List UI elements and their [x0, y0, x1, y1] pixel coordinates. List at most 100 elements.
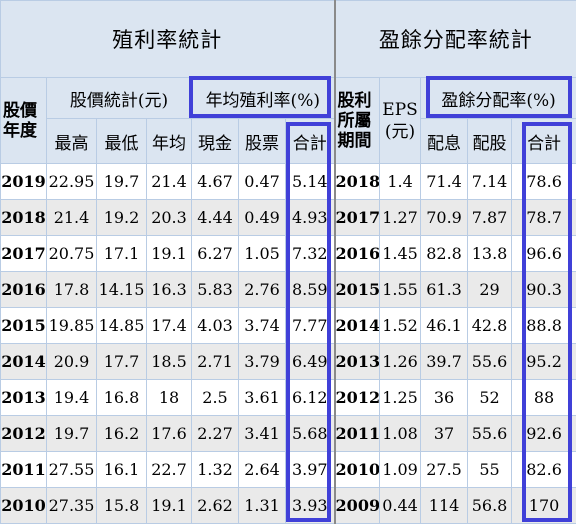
- price-stats-header: 股價統計(元): [46, 77, 192, 119]
- price-high-cell: 19.7: [46, 415, 97, 452]
- stock-payout-cell: 42.8: [467, 307, 513, 344]
- eps-cell: 1.52: [379, 307, 422, 344]
- earnings-period-header: 股利 所屬 期間: [334, 77, 381, 164]
- dividend-yield-section-title: 殖利率統計: [0, 0, 336, 78]
- table-row: 2015 19.85 14.85 17.4 4.03 3.74 7.77 2014 1.52 46…: [0, 307, 576, 344]
- total-payout-cell: 170: [511, 487, 576, 524]
- total-payout-cell: 88: [511, 379, 576, 416]
- stock-yield-cell: 2.64: [238, 451, 286, 488]
- stock-yield-cell: 0.47: [238, 163, 286, 200]
- cash-payout-cell: 46.1: [420, 307, 469, 344]
- stock-yield-cell: 3.74: [238, 307, 286, 344]
- stock-yield-cell: 3.41: [238, 415, 286, 452]
- col-stock-yield: 股票: [238, 118, 286, 164]
- total-yield-cell: 4.93: [284, 199, 336, 236]
- col-stock-payout: 配股: [467, 118, 513, 164]
- earnings-period-cell: 2013: [334, 343, 381, 380]
- earnings-period-cell: 2009: [334, 487, 381, 524]
- total-yield-cell: 7.77: [284, 307, 336, 344]
- cash-payout-cell: 36: [420, 379, 469, 416]
- total-yield-cell: 8.59: [284, 271, 336, 308]
- stock-payout-cell: 7.14: [467, 163, 513, 200]
- total-yield-cell: 3.97: [284, 451, 336, 488]
- price-high-cell: 27.55: [46, 451, 97, 488]
- earnings-period-cell: 2015: [334, 271, 381, 308]
- price-low-cell: 14.15: [96, 271, 147, 308]
- year-cell: 2015: [0, 307, 47, 344]
- year-cell: 2011: [0, 451, 47, 488]
- earnings-period-cell: 2011: [334, 415, 381, 452]
- year-cell: 2010: [0, 487, 47, 524]
- price-low-cell: 16.2: [96, 415, 147, 452]
- eps-cell: 1.25: [379, 379, 422, 416]
- cash-payout-cell: 39.7: [420, 343, 469, 380]
- cash-yield-cell: 2.62: [191, 487, 239, 524]
- year-cell: 2013: [0, 379, 47, 416]
- total-payout-cell: 88.8: [511, 307, 576, 344]
- stock-payout-cell: 29: [467, 271, 513, 308]
- table-row: 2011 27.55 16.1 22.7 1.32 2.64 3.97 2010 1.09 27.…: [0, 451, 576, 488]
- total-yield-cell: 6.12: [284, 379, 336, 416]
- price-high-cell: 19.4: [46, 379, 97, 416]
- stock-payout-cell: 55: [467, 451, 513, 488]
- eps-header: EPS (元): [379, 77, 422, 164]
- cash-payout-cell: 37: [420, 415, 469, 452]
- eps-cell: 1.55: [379, 271, 422, 308]
- total-payout-cell: 78.6: [511, 163, 576, 200]
- table-row: 2017 20.75 17.1 19.1 6.27 1.05 7.32 2016 1.45 82.…: [0, 235, 576, 272]
- total-payout-cell: 82.6: [511, 451, 576, 488]
- cash-yield-cell: 4.67: [191, 163, 239, 200]
- table-row: 2013 19.4 16.8 18 2.5 3.61 6.12 2012 1.25 36 52 88: [0, 379, 576, 416]
- cash-yield-cell: 2.5: [191, 379, 239, 416]
- total-payout-cell: 92.6: [511, 415, 576, 452]
- cash-yield-cell: 5.83: [191, 271, 239, 308]
- price-high-cell: 19.85: [46, 307, 97, 344]
- payout-ratio-header: 盈餘分配率(%): [420, 77, 576, 119]
- col-total-yield: 合計: [284, 118, 336, 164]
- price-high-cell: 21.4: [46, 199, 97, 236]
- cash-payout-cell: 71.4: [420, 163, 469, 200]
- stock-yield-cell: 1.31: [238, 487, 286, 524]
- stock-payout-cell: 55.6: [467, 415, 513, 452]
- year-cell: 2018: [0, 199, 47, 236]
- price-avg-cell: 19.1: [146, 487, 192, 524]
- table-row: 2016 17.8 14.15 16.3 5.83 2.76 8.59 2015 1.55 61.…: [0, 271, 576, 308]
- price-low-cell: 19.2: [96, 199, 147, 236]
- price-low-cell: 15.8: [96, 487, 147, 524]
- earnings-period-cell: 2016: [334, 235, 381, 272]
- col-low: 最低: [96, 118, 147, 164]
- cash-payout-cell: 70.9: [420, 199, 469, 236]
- price-high-cell: 20.75: [46, 235, 97, 272]
- col-cash-yield: 現金: [191, 118, 239, 164]
- col-cash-payout: 配息: [420, 118, 469, 164]
- eps-cell: 1.09: [379, 451, 422, 488]
- price-low-cell: 17.7: [96, 343, 147, 380]
- year-cell: 2019: [0, 163, 47, 200]
- avg-yield-header: 年均殖利率(%): [190, 77, 336, 119]
- stock-payout-cell: 55.6: [467, 343, 513, 380]
- cash-payout-cell: 61.3: [420, 271, 469, 308]
- total-yield-cell: 5.14: [284, 163, 336, 200]
- col-high: 最高: [46, 118, 97, 164]
- price-avg-cell: 16.3: [146, 271, 192, 308]
- cash-yield-cell: 6.27: [191, 235, 239, 272]
- stock-yield-cell: 3.79: [238, 343, 286, 380]
- total-yield-cell: 6.49: [284, 343, 336, 380]
- stock-yield-cell: 0.49: [238, 199, 286, 236]
- year-cell: 2014: [0, 343, 47, 380]
- stock-payout-cell: 56.8: [467, 487, 513, 524]
- earnings-period-cell: 2012: [334, 379, 381, 416]
- cash-yield-cell: 2.71: [191, 343, 239, 380]
- price-avg-cell: 22.7: [146, 451, 192, 488]
- stock-payout-cell: 52: [467, 379, 513, 416]
- year-header: 股價 年度: [0, 77, 47, 164]
- table-row: 2018 21.4 19.2 20.3 4.44 0.49 4.93 2017 1.27 70.9…: [0, 199, 576, 236]
- cash-yield-cell: 4.44: [191, 199, 239, 236]
- payout-ratio-section-title: 盈餘分配率統計: [334, 0, 576, 78]
- year-cell: 2016: [0, 271, 47, 308]
- cash-yield-cell: 4.03: [191, 307, 239, 344]
- price-avg-cell: 17.6: [146, 415, 192, 452]
- earnings-period-cell: 2014: [334, 307, 381, 344]
